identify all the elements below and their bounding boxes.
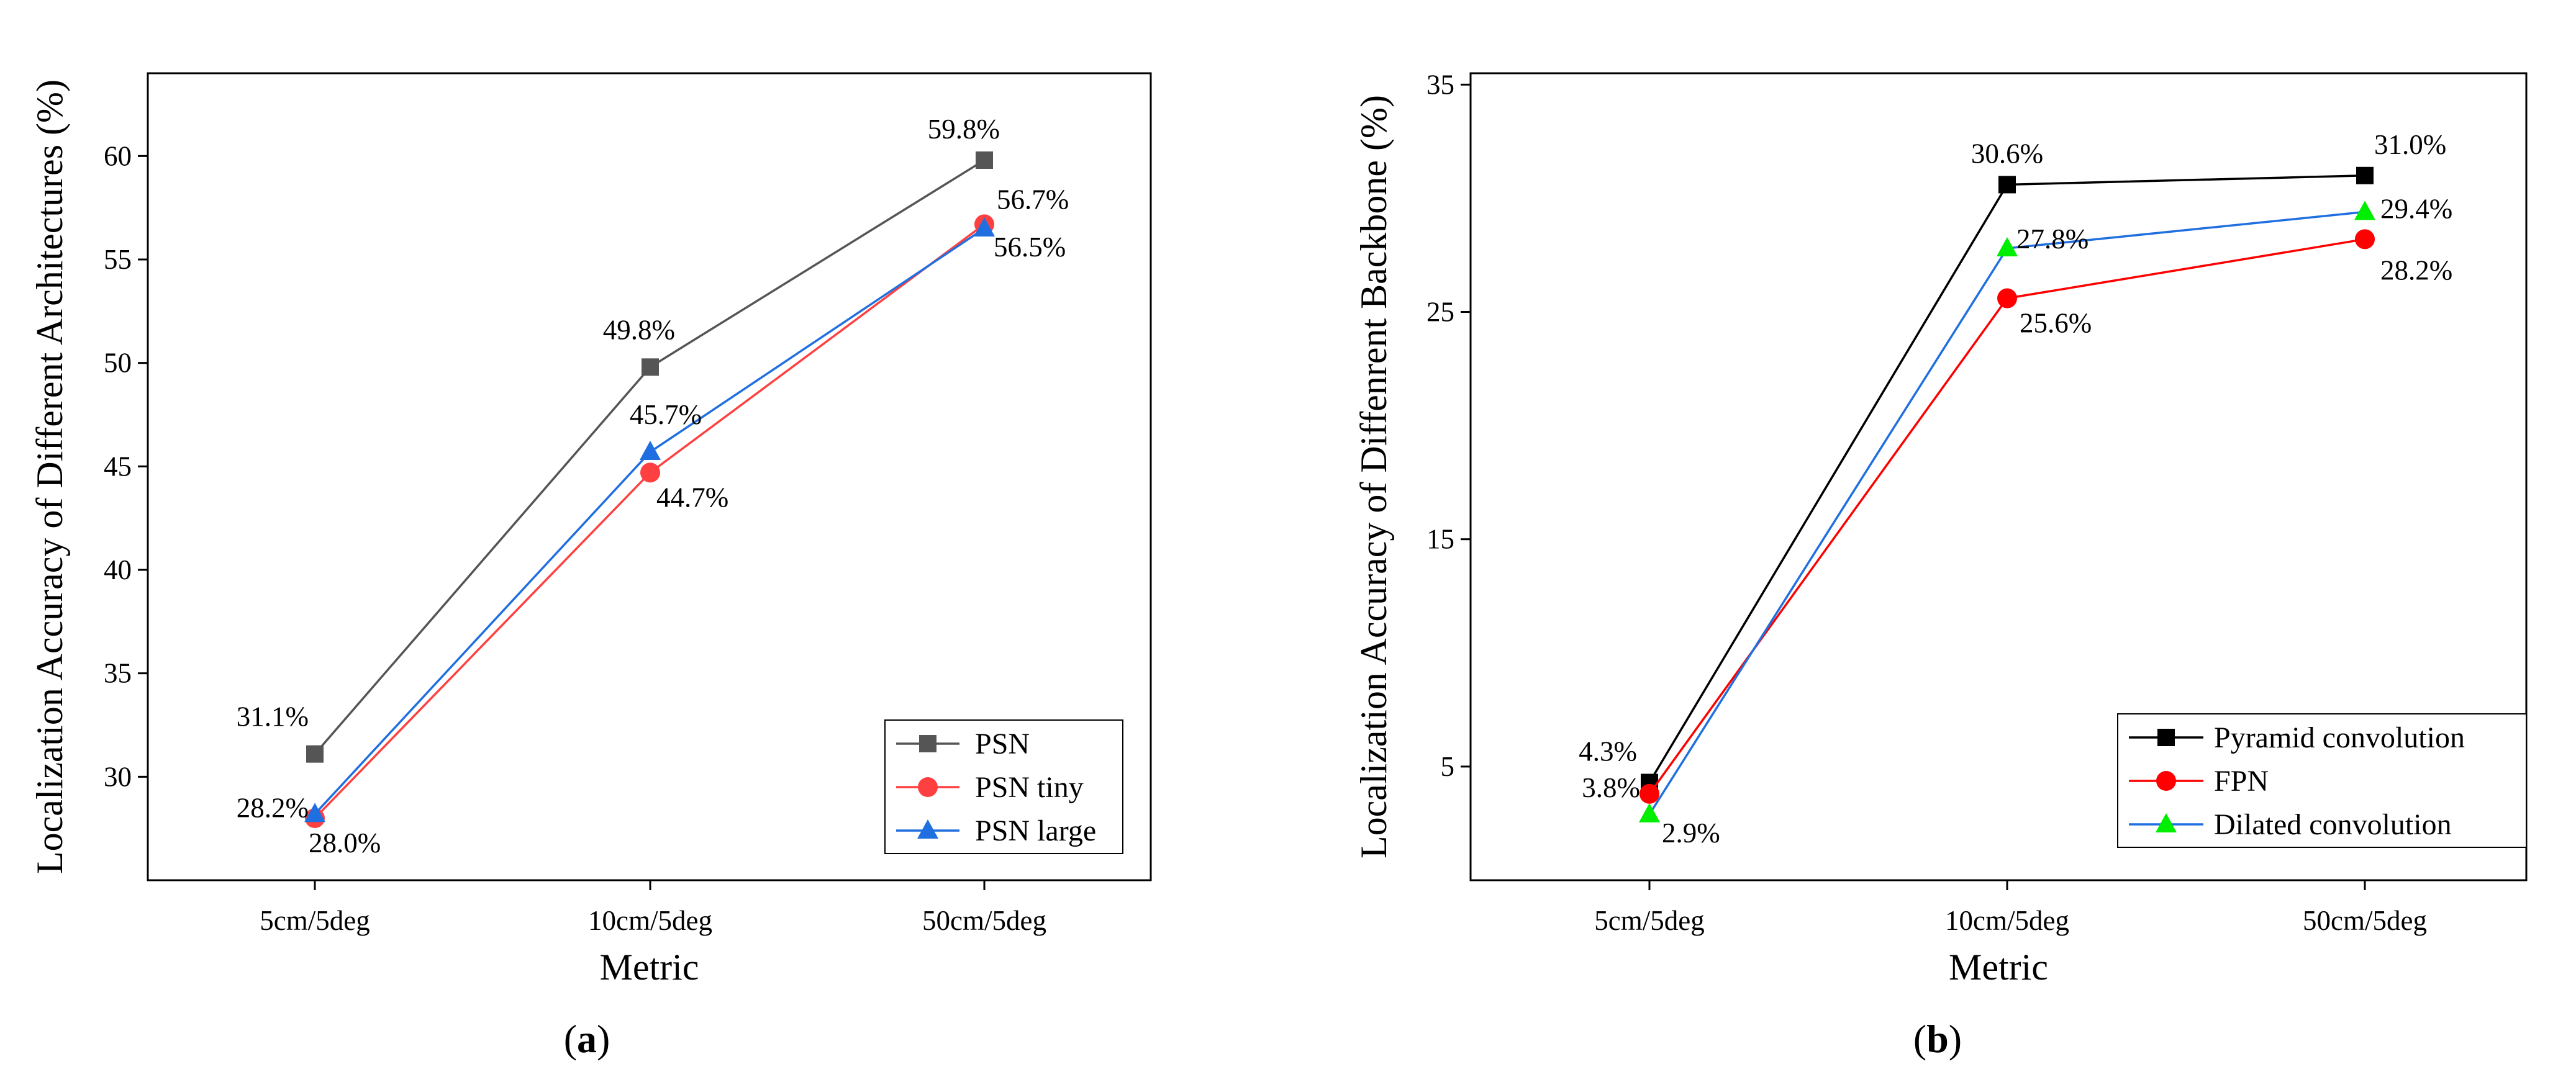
data-point bbox=[1639, 803, 1660, 822]
data-label: 28.2% bbox=[2380, 255, 2452, 286]
legend-marker bbox=[918, 777, 938, 797]
x-axis-label: Metric bbox=[1949, 947, 2048, 988]
y-tick-label: 15 bbox=[1426, 524, 1454, 555]
legend-marker bbox=[919, 735, 937, 752]
data-label: 2.9% bbox=[1662, 818, 1720, 849]
data-point bbox=[1998, 176, 2016, 194]
data-label: 4.3% bbox=[1579, 736, 1637, 767]
y-tick-label: 60 bbox=[104, 140, 132, 171]
data-label: 49.8% bbox=[603, 314, 675, 345]
series-line bbox=[314, 223, 986, 819]
series-dilated-convolution bbox=[1639, 201, 2375, 822]
legend-entry-label: PSN bbox=[975, 728, 1030, 760]
x-tick-label: 10cm/5deg bbox=[1945, 905, 2069, 936]
legend-entry-label: Pyramid convolution bbox=[2214, 721, 2465, 754]
legend-entry-label: PSN tiny bbox=[975, 771, 1084, 804]
x-tick-label: 10cm/5deg bbox=[588, 905, 712, 936]
series-psn-large bbox=[304, 217, 995, 822]
data-label: 29.4% bbox=[2380, 193, 2452, 224]
legend-entry-label: FPN bbox=[2214, 765, 2269, 798]
data-point bbox=[306, 745, 324, 763]
data-point bbox=[642, 358, 659, 376]
caption-paren-close: ) bbox=[597, 1017, 610, 1061]
series-pyramid-convolution bbox=[1641, 166, 2374, 791]
data-label: 30.6% bbox=[1971, 138, 2043, 169]
legend-marker bbox=[917, 819, 938, 839]
x-tick-label: 5cm/5deg bbox=[260, 905, 370, 936]
data-label: 28.0% bbox=[309, 827, 381, 858]
data-label: 3.8% bbox=[1582, 772, 1640, 803]
figure-caption-b: (b) bbox=[1913, 1017, 1962, 1061]
series-psn bbox=[306, 151, 993, 763]
data-point bbox=[976, 151, 993, 169]
figure-caption-a: (a) bbox=[564, 1017, 610, 1061]
data-point bbox=[1639, 783, 1659, 804]
y-tick-label: 45 bbox=[104, 451, 132, 482]
y-tick-label: 5 bbox=[1441, 751, 1455, 782]
legend-entry-label: PSN large bbox=[975, 814, 1096, 847]
caption-paren-open: ( bbox=[564, 1017, 577, 1061]
plot-area-b bbox=[1469, 72, 2528, 881]
series-line bbox=[1648, 174, 2365, 783]
y-tick-label: 35 bbox=[104, 658, 132, 689]
y-tick-label: 35 bbox=[1426, 69, 1454, 100]
caption-letter: b bbox=[1926, 1017, 1949, 1061]
y-tick-label: 55 bbox=[104, 244, 132, 275]
x-tick-label: 50cm/5deg bbox=[922, 905, 1046, 936]
data-point bbox=[640, 462, 660, 483]
legend-marker bbox=[2156, 813, 2177, 832]
data-label: 56.7% bbox=[997, 184, 1069, 215]
x-tick-label: 50cm/5deg bbox=[2303, 905, 2427, 936]
data-point bbox=[1997, 288, 2017, 309]
data-point bbox=[640, 441, 661, 460]
y-tick-label: 25 bbox=[1426, 297, 1454, 328]
data-point bbox=[2356, 166, 2374, 184]
chart-panel-b: 5 15 25 35 5cm/5deg 10cm/5deg 50cm/5deg Metric L… bbox=[1353, 69, 2528, 1061]
data-label: 25.6% bbox=[2020, 308, 2092, 339]
chart-panel-a: 30 35 40 45 50 55 60 5cm/5deg 10cm/5deg 50cm/5deg… bbox=[29, 72, 1152, 1061]
x-tick-label: 5cm/5deg bbox=[1594, 905, 1704, 936]
caption-paren-close: ) bbox=[1949, 1017, 1962, 1061]
legend-marker bbox=[2157, 729, 2175, 746]
data-point bbox=[1997, 237, 2018, 256]
y-axis-label: Localization Accuracy of Different Archi… bbox=[29, 79, 70, 874]
y-tick-label: 40 bbox=[104, 554, 132, 585]
series-line bbox=[1648, 238, 2365, 795]
data-label: 27.8% bbox=[2016, 223, 2088, 255]
legend-entry-label: Dilated convolution bbox=[2214, 808, 2452, 841]
legend-marker bbox=[2156, 771, 2176, 791]
y-tick-label: 30 bbox=[104, 761, 132, 792]
y-tick-label: 50 bbox=[104, 348, 132, 379]
series-fpn bbox=[1639, 229, 2375, 804]
data-point bbox=[2354, 201, 2375, 220]
data-label: 31.0% bbox=[2374, 129, 2446, 160]
caption-paren-open: ( bbox=[1913, 1017, 1926, 1061]
data-label: 28.2% bbox=[237, 792, 309, 823]
data-label: 59.8% bbox=[928, 114, 1000, 145]
data-label: 56.5% bbox=[994, 232, 1066, 263]
data-point bbox=[2355, 229, 2375, 250]
data-point bbox=[974, 217, 995, 237]
legend-b: Pyramid convolution FPN Dilated convolutio… bbox=[2117, 713, 2527, 848]
data-label: 44.7% bbox=[656, 482, 728, 513]
data-label: 31.1% bbox=[237, 701, 309, 732]
legend-a: PSN PSN tiny PSN large bbox=[884, 719, 1123, 854]
data-label: 45.7% bbox=[630, 399, 702, 430]
y-axis-label: Localization Accuracy of Diffenrent Back… bbox=[1353, 95, 1394, 858]
data-point bbox=[304, 803, 325, 822]
x-axis-label: Metric bbox=[600, 947, 699, 988]
caption-letter: a bbox=[577, 1017, 597, 1061]
